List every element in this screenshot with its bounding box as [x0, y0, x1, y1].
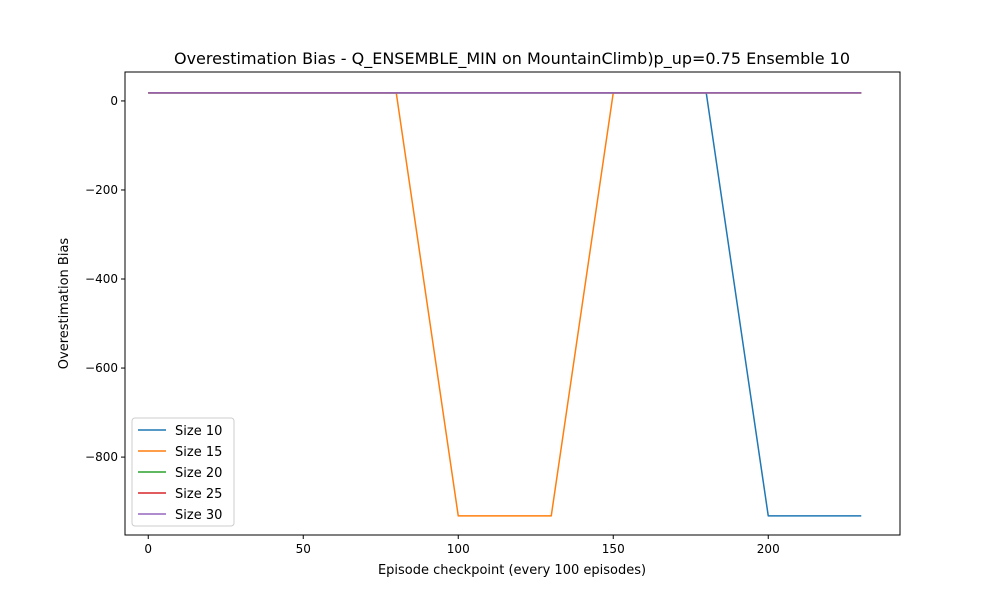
legend-label: Size 30 [175, 508, 222, 523]
plot-frame [124, 71, 901, 536]
legend-label: Size 10 [175, 424, 222, 439]
y-tick-label: −800 [85, 450, 118, 464]
x-tick-label: 50 [296, 542, 311, 556]
series-layer [148, 92, 862, 517]
y-axis-label: Overestimation Bias [57, 238, 72, 370]
x-tick-label: 200 [757, 542, 780, 556]
chart-title: Overestimation Bias - Q_ENSEMBLE_MIN on … [174, 49, 850, 69]
y-tick-label: −600 [85, 361, 118, 375]
y-tick-label: −400 [85, 272, 118, 286]
legend-box [131, 417, 235, 527]
legend-label: Size 25 [175, 487, 222, 502]
y-tick-label: −200 [85, 183, 118, 197]
y-axis: 0 −200 −400 −600 −800 [85, 94, 125, 464]
y-tick-label: 0 [110, 94, 118, 108]
x-tick-label: 100 [447, 542, 470, 556]
legend-label: Size 20 [175, 466, 222, 481]
x-axis-label: Episode checkpoint (every 100 episodes) [378, 563, 646, 578]
x-axis: 0 50 100 150 200 [144, 535, 780, 556]
legend-label: Size 15 [175, 445, 222, 460]
x-tick-label: 0 [144, 542, 152, 556]
x-tick-label: 150 [602, 542, 625, 556]
legend: Size 10 Size 15 Size 20 Size 25 Size 30 [131, 417, 235, 527]
